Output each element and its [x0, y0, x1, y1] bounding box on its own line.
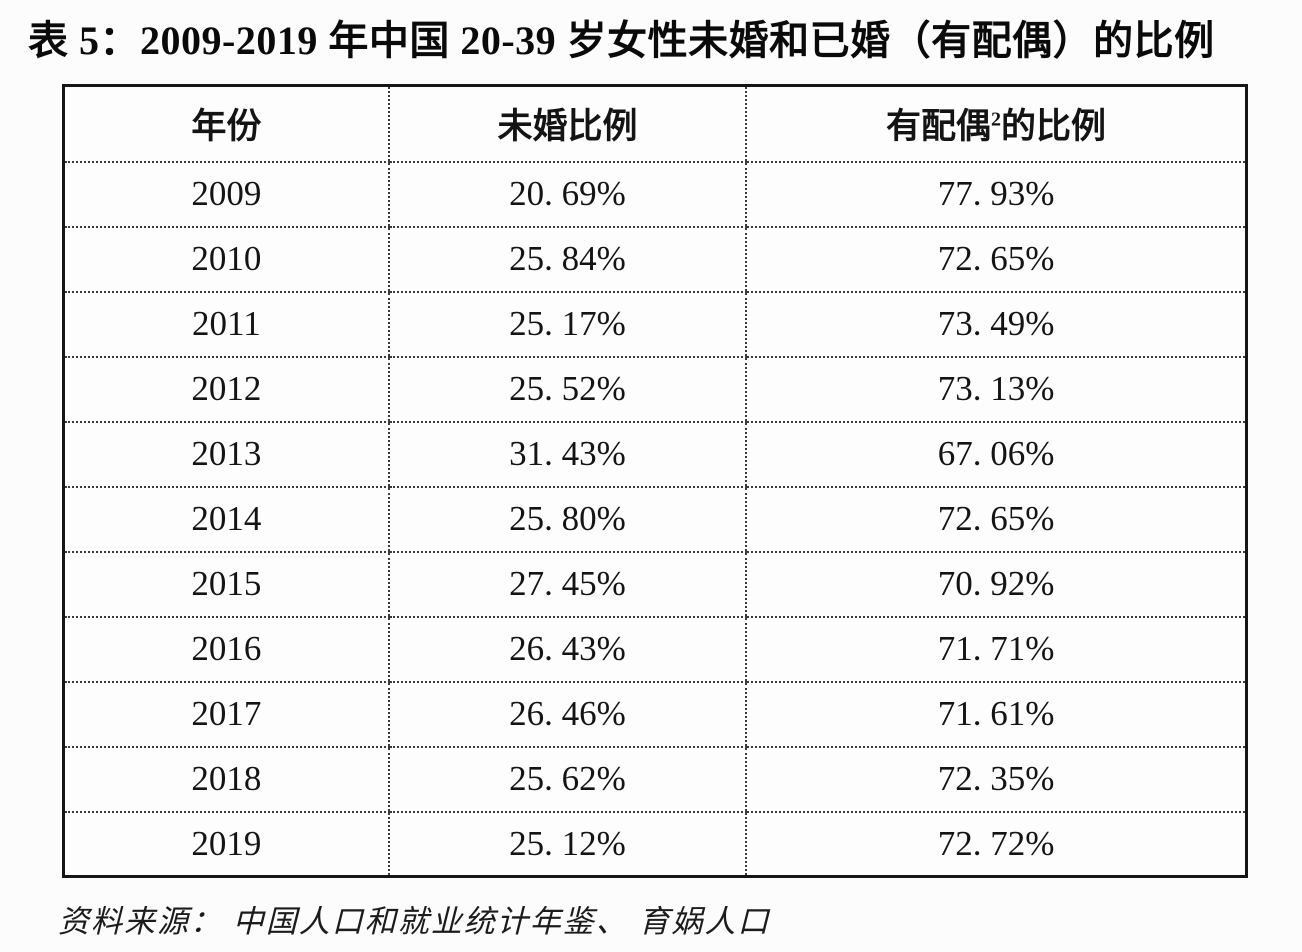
header-married-suffix: 的比例 [1001, 107, 1107, 147]
married-ratio-cell: 77. 93% [745, 161, 1247, 228]
table-row: 2016 26. 43% 71. 71% [63, 616, 1247, 683]
table-row: 2015 27. 45% 70. 92% [63, 551, 1247, 618]
year-cell: 2013 [63, 421, 389, 488]
header-married-prefix: 有配偶 [886, 107, 992, 147]
table-row: 2014 25. 80% 72. 65% [63, 486, 1247, 553]
unmarried-ratio-cell: 25. 62% [387, 746, 747, 813]
unmarried-ratio-cell: 31. 43% [387, 421, 747, 488]
married-ratio-cell: 73. 49% [745, 291, 1247, 358]
data-table: 年份 未婚比例 有配偶2的比例 2009 20. 69% 77. 93% 2010 25… [62, 84, 1248, 878]
year-cell: 2014 [63, 486, 389, 553]
unmarried-ratio-cell: 27. 45% [387, 551, 747, 618]
married-ratio-cell: 72. 72% [745, 811, 1247, 877]
table-row: 2010 25. 84% 72. 65% [63, 226, 1247, 293]
header-unmarried-ratio: 未婚比例 [387, 85, 747, 163]
unmarried-ratio-cell: 20. 69% [387, 161, 747, 228]
table-title: 表 5：2009-2019 年中国 20-39 岁女性未婚和已婚（有配偶）的比例 [28, 18, 1215, 63]
married-ratio-cell: 72. 35% [745, 746, 1247, 813]
married-ratio-cell: 72. 65% [745, 486, 1247, 553]
footnote-superscript: 2 [991, 108, 1002, 131]
year-cell: 2011 [63, 291, 389, 358]
year-cell: 2012 [63, 356, 389, 423]
header-row: 年份 未婚比例 有配偶2的比例 [63, 85, 1247, 163]
year-cell: 2010 [63, 226, 389, 293]
married-ratio-cell: 71. 61% [745, 681, 1247, 748]
table-row: 2018 25. 62% 72. 35% [63, 746, 1247, 813]
table-row: 2013 31. 43% 67. 06% [63, 421, 1247, 488]
married-ratio-cell: 72. 65% [745, 226, 1247, 293]
header-married-ratio: 有配偶2的比例 [745, 85, 1247, 163]
year-cell: 2017 [63, 681, 389, 748]
married-ratio-cell: 71. 71% [745, 616, 1247, 683]
married-ratio-cell: 67. 06% [745, 421, 1247, 488]
unmarried-ratio-cell: 25. 84% [387, 226, 747, 293]
unmarried-ratio-cell: 25. 12% [387, 811, 747, 877]
unmarried-ratio-cell: 25. 17% [387, 291, 747, 358]
year-cell: 2018 [63, 746, 389, 813]
unmarried-ratio-cell: 25. 52% [387, 356, 747, 423]
table-row: 2019 25. 12% 72. 72% [64, 811, 1247, 877]
year-cell: 2016 [63, 616, 389, 683]
header-year: 年份 [63, 85, 389, 163]
unmarried-ratio-cell: 25. 80% [387, 486, 747, 553]
married-ratio-cell: 73. 13% [745, 356, 1247, 423]
table-row: 2011 25. 17% 73. 49% [63, 291, 1247, 358]
table-row: 2017 26. 46% 71. 61% [63, 681, 1247, 748]
unmarried-ratio-cell: 26. 46% [387, 681, 747, 748]
unmarried-ratio-cell: 26. 43% [387, 616, 747, 683]
table-row: 2009 20. 69% 77. 93% [63, 161, 1247, 228]
year-cell: 2019 [191, 823, 262, 863]
year-cell: 2009 [63, 161, 389, 228]
source-note: 资料来源： 中国人口和就业统计年鉴、 育娲人口 [58, 904, 771, 939]
table-row: 2012 25. 52% 73. 13% [63, 356, 1247, 423]
married-ratio-cell: 70. 92% [745, 551, 1247, 618]
year-cell: 2015 [63, 551, 389, 618]
